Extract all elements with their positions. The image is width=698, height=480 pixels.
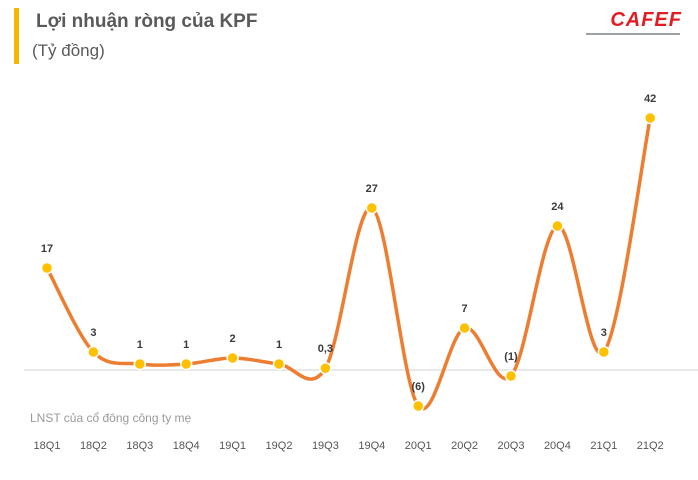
chart-note: LNST của cổ đông công ty mẹ: [30, 411, 192, 425]
data-label: 2: [230, 333, 236, 345]
data-label: 42: [644, 93, 656, 105]
data-label: 7: [462, 303, 468, 315]
x-tick-label: 19Q1: [219, 440, 246, 452]
data-label: 17: [41, 243, 53, 255]
data-point: [319, 361, 332, 375]
data-point: [133, 357, 147, 371]
data-point: [643, 111, 657, 125]
data-point: [179, 357, 193, 371]
data-label: 24: [551, 201, 564, 213]
data-label: 1: [137, 339, 143, 351]
data-point: [87, 345, 100, 359]
x-tick-label: 18Q3: [126, 440, 153, 452]
data-point: [226, 351, 239, 365]
x-tick-label: 18Q4: [173, 440, 200, 452]
data-label: (6): [411, 381, 425, 393]
x-tick-label: 21Q1: [590, 440, 617, 452]
x-tick-label: 21Q2: [637, 440, 664, 452]
data-label: 1: [276, 339, 282, 351]
series-line: [45, 116, 652, 411]
data-label: 1: [183, 339, 189, 351]
data-point: [458, 321, 471, 335]
logo-underline: [586, 33, 680, 35]
chart-unit: (Tỷ đồng): [32, 41, 105, 60]
x-tick-label: 18Q1: [34, 440, 61, 452]
data-point: [551, 219, 564, 233]
data-point: [40, 261, 54, 275]
x-tick-label: 20Q1: [405, 440, 432, 452]
x-tick-label: 18Q2: [80, 440, 107, 452]
data-label: 3: [90, 327, 96, 339]
data-label: 0,3: [318, 343, 333, 355]
title-accent-bar: [14, 8, 19, 64]
data-label: 27: [366, 183, 378, 195]
data-point: [365, 201, 379, 215]
x-tick-label: 20Q4: [544, 440, 571, 452]
x-tick-label: 20Q3: [498, 440, 525, 452]
data-point: [411, 399, 425, 413]
chart-title: Lợi nhuận ròng của KPF: [36, 11, 258, 32]
cafef-logo: CAFEF: [610, 9, 682, 31]
x-tick-label: 19Q4: [358, 440, 385, 452]
x-tick-label: 20Q2: [451, 440, 478, 452]
data-label: (1): [504, 351, 518, 363]
x-tick-label: 19Q3: [312, 440, 339, 452]
data-point: [272, 357, 286, 371]
data-label: 3: [601, 327, 607, 339]
x-tick-label: 19Q2: [266, 440, 293, 452]
data-point: [504, 369, 518, 383]
data-point: [597, 345, 611, 359]
